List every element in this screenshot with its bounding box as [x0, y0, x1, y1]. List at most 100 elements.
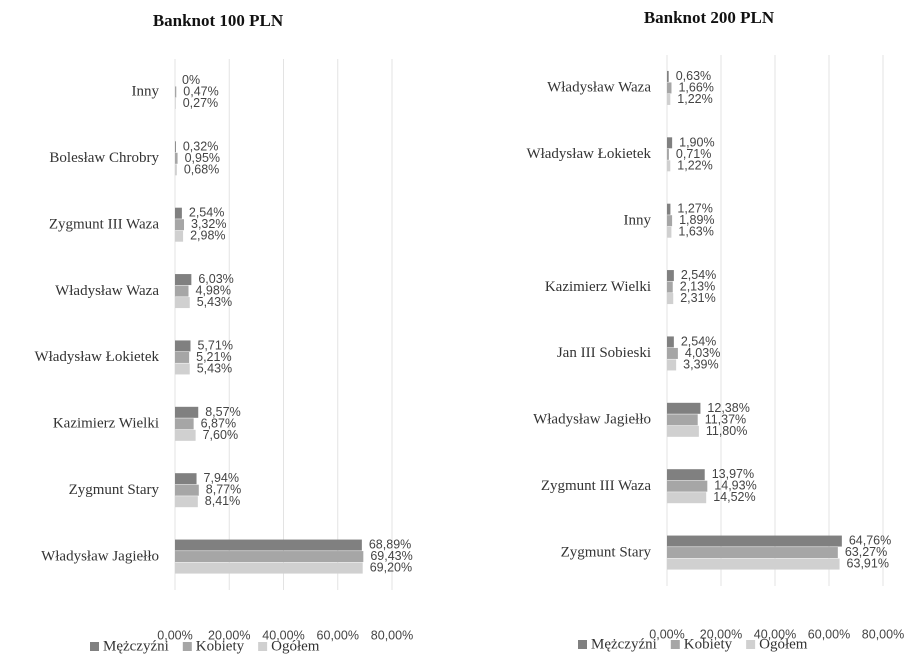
legend-label: Ogółem: [759, 636, 808, 652]
value-label: 0,68%: [184, 162, 219, 176]
legend-swatch: [258, 642, 268, 651]
bar: [667, 70, 669, 82]
value-label: 5,71%: [197, 338, 232, 352]
bar: [667, 293, 674, 305]
value-label: 1,66%: [678, 80, 713, 94]
bar: [667, 402, 701, 414]
x-tick-label: 0,00%: [157, 628, 192, 642]
bar: [175, 551, 364, 563]
x-tick-label: 20,00%: [208, 628, 250, 642]
bar: [667, 359, 677, 371]
bar: [175, 496, 198, 508]
bar: [667, 82, 672, 94]
bar: [175, 562, 363, 574]
value-label: 69,20%: [370, 561, 412, 575]
value-label: 68,89%: [369, 538, 411, 552]
value-label: 14,93%: [714, 479, 756, 493]
x-tick-label: 20,00%: [700, 627, 742, 641]
category-label: Władysław Waza: [55, 283, 159, 299]
category-label: Inny: [132, 84, 160, 100]
bar: [667, 215, 673, 227]
value-label: 11,37%: [705, 412, 746, 426]
value-label: 1,27%: [677, 202, 712, 216]
bar: [175, 473, 197, 485]
bar: [175, 484, 199, 496]
value-label: 1,63%: [678, 225, 713, 239]
value-label: 8,41%: [205, 494, 240, 508]
bar: [175, 297, 190, 309]
bar: [175, 406, 199, 418]
category-label: Władysław Jagiełło: [533, 412, 651, 428]
bar: [175, 539, 362, 551]
value-label: 4,98%: [196, 284, 231, 298]
bar: [667, 336, 674, 348]
bar: [667, 492, 707, 504]
value-label: 4,03%: [685, 346, 720, 360]
legend-swatch: [578, 640, 587, 649]
bar: [667, 148, 669, 160]
value-label: 7,60%: [203, 428, 238, 442]
value-label: 2,54%: [681, 268, 716, 282]
category-label: Zygmunt III Waza: [541, 478, 651, 494]
value-label: 7,94%: [204, 471, 239, 485]
category-label: Władysław Łokietek: [34, 349, 159, 365]
legend-label: Kobiety: [196, 638, 245, 654]
bar: [667, 480, 708, 492]
value-label: 13,97%: [712, 467, 754, 481]
value-label: 3,39%: [683, 357, 718, 371]
legend-label: Mężczyźni: [591, 636, 657, 652]
value-label: 0,95%: [185, 151, 220, 165]
value-label: 5,43%: [197, 361, 232, 375]
value-label: 0%: [182, 73, 200, 87]
chart-title: Banknot 100 PLN: [153, 11, 284, 30]
x-tick-label: 80,00%: [862, 627, 904, 641]
category-label: Kazimierz Wielki: [53, 416, 159, 432]
legend-label: Kobiety: [684, 636, 733, 652]
x-tick-label: 40,00%: [262, 628, 304, 642]
bar: [667, 535, 842, 547]
value-label: 5,43%: [197, 295, 232, 309]
bar: [175, 152, 178, 164]
value-label: 0,32%: [183, 139, 218, 153]
category-label: Władysław Łokietek: [526, 146, 651, 162]
bar: [667, 425, 699, 437]
category-label: Zygmunt Stary: [69, 482, 160, 498]
value-label: 6,03%: [198, 272, 233, 286]
value-label: 11,80%: [706, 424, 747, 438]
bar: [667, 93, 671, 105]
value-label: 12,38%: [707, 401, 749, 415]
bar: [175, 363, 190, 375]
category-label: Bolesław Chrobry: [49, 150, 159, 166]
value-label: 0,71%: [676, 147, 711, 161]
bar: [667, 203, 671, 215]
legend-swatch: [182, 642, 192, 651]
legend-swatch: [670, 640, 680, 649]
value-label: 1,22%: [677, 158, 712, 172]
value-label: 1,89%: [679, 213, 714, 227]
bar: [175, 274, 192, 286]
category-label: Władysław Jagiełło: [41, 548, 159, 564]
bar: [667, 347, 678, 359]
bar: [175, 340, 191, 352]
bar: [667, 137, 673, 149]
x-tick-label: 40,00%: [754, 627, 796, 641]
bar: [175, 219, 185, 231]
bar: [667, 469, 705, 481]
category-label: Jan III Sobieski: [557, 345, 651, 361]
category-label: Inny: [624, 212, 652, 228]
bar: [175, 86, 177, 98]
chart-title: Banknot 200 PLN: [644, 8, 775, 27]
value-label: 63,27%: [845, 545, 887, 559]
value-label: 6,87%: [201, 416, 236, 430]
legend-swatch: [746, 640, 756, 649]
x-tick-label: 80,00%: [371, 628, 413, 642]
bar: [175, 164, 177, 176]
value-label: 1,22%: [677, 92, 712, 106]
value-label: 2,54%: [681, 334, 716, 348]
value-label: 1,90%: [679, 135, 714, 149]
value-label: 63,91%: [847, 557, 889, 571]
bar: [175, 418, 194, 430]
value-label: 8,77%: [206, 483, 241, 497]
bar: [175, 351, 190, 363]
value-label: 0,27%: [183, 96, 218, 110]
